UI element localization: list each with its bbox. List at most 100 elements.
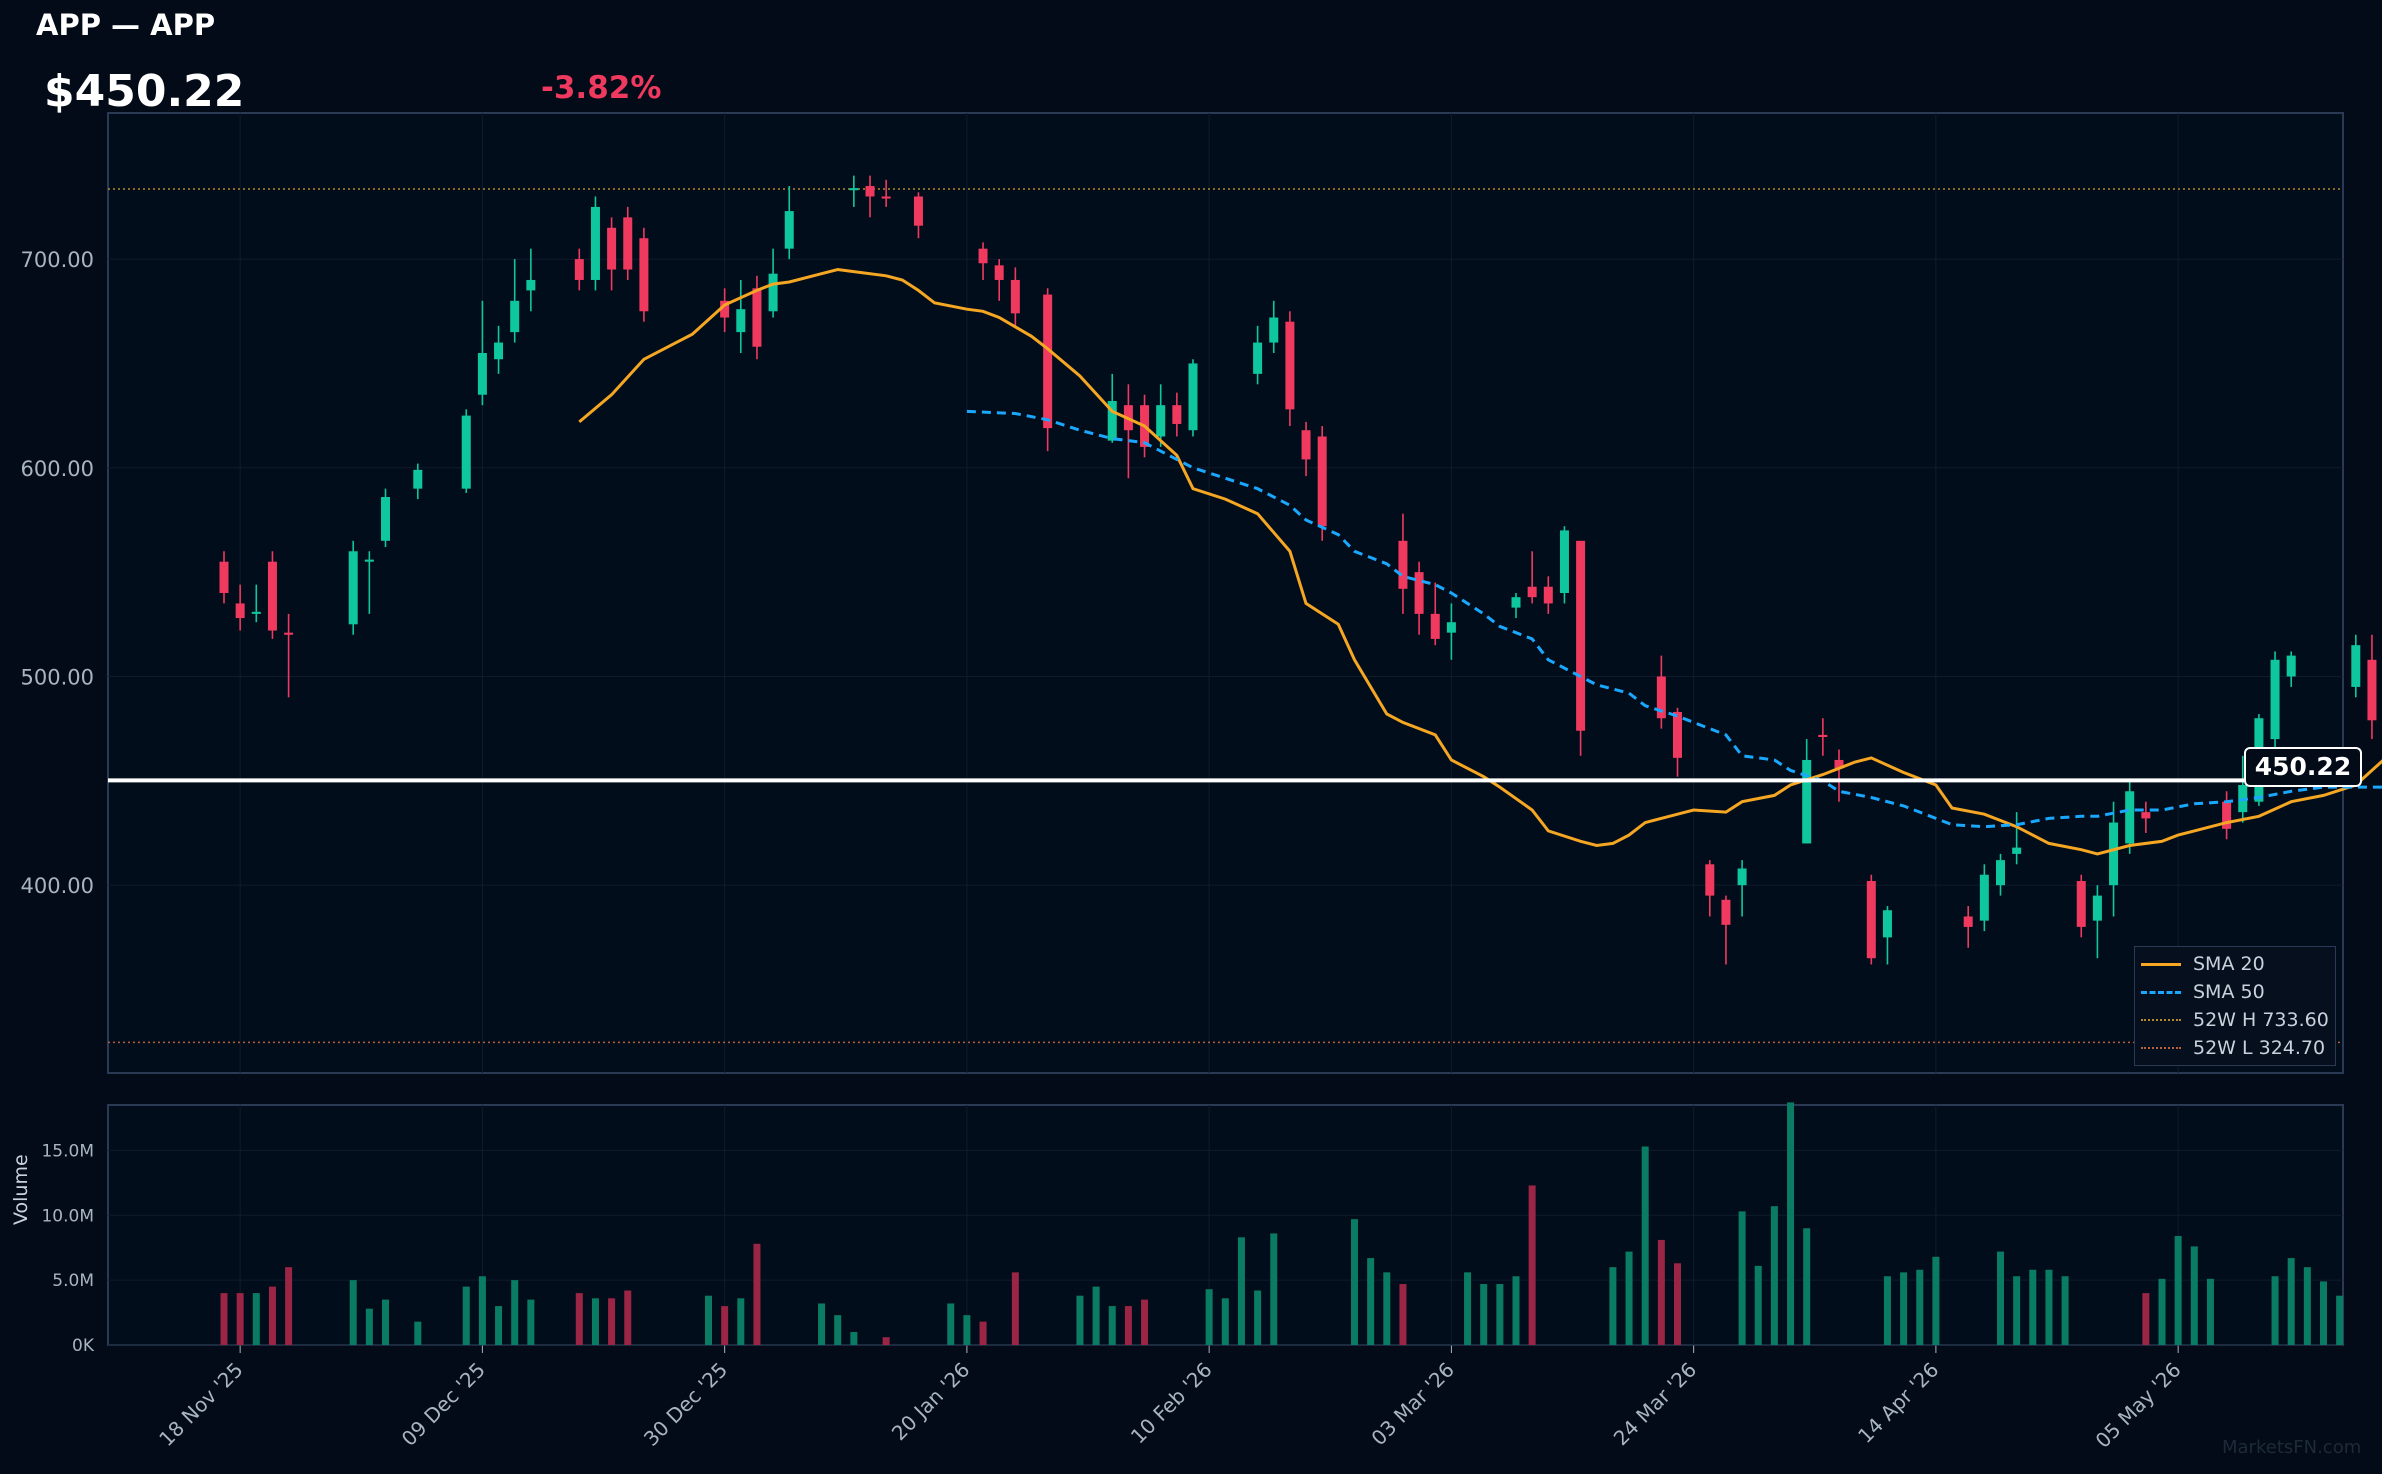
x-tick-label: 14 Apr '26 — [1853, 1358, 1943, 1448]
volume-bar-down — [220, 1293, 228, 1345]
candle-body-down — [623, 217, 633, 270]
candle-body-up — [2286, 655, 2296, 677]
price-panel — [107, 112, 2344, 1074]
candle-body-up — [736, 309, 746, 333]
candle-body-up — [2109, 822, 2119, 886]
volume-bar-up — [947, 1303, 955, 1345]
volume-bar-up — [478, 1276, 486, 1345]
low52-swatch-icon — [2141, 1047, 2181, 1049]
candle-body-up — [1979, 874, 1989, 921]
volume-bar-up — [2013, 1276, 2021, 1345]
volume-bar-up — [1367, 1258, 1375, 1345]
candle-body-up — [510, 300, 520, 333]
volume-bar-up — [252, 1293, 260, 1345]
volume-bar-up — [2061, 1276, 2069, 1345]
volume-bar-up — [2336, 1295, 2344, 1345]
volume-bar-up — [591, 1298, 599, 1345]
x-tick-label: 05 May '26 — [2091, 1358, 2186, 1453]
candle-body-down — [994, 265, 1004, 280]
volume-bar-up — [2045, 1269, 2053, 1345]
volume-tick-label: 15.0M — [41, 1141, 94, 1161]
volume-bar-up — [462, 1286, 470, 1345]
volume-bar-down — [882, 1337, 890, 1345]
candle-body-down — [2141, 812, 2151, 819]
candle-body-up — [2270, 659, 2280, 740]
volume-bar-down — [1011, 1272, 1019, 1345]
volume-bar-up — [1496, 1284, 1504, 1345]
price-change-percent: -3.82% — [541, 70, 662, 106]
volume-bar-up — [1383, 1272, 1391, 1345]
x-tick-label: 09 Dec '25 — [397, 1358, 490, 1451]
chart-title: APP — APP — [36, 8, 216, 42]
candle-body-down — [1317, 436, 1327, 527]
volume-bar-down — [979, 1321, 987, 1345]
volume-bar-up — [1076, 1295, 1084, 1345]
volume-bar-up — [1738, 1211, 1746, 1345]
volume-bar-up — [1883, 1276, 1891, 1345]
volume-bar-up — [1237, 1237, 1245, 1345]
candle-body-down — [978, 248, 988, 264]
candle-body-up — [461, 415, 471, 489]
candle-body-up — [1269, 317, 1279, 343]
candle-body-down — [1963, 916, 1973, 927]
candle-body-down — [720, 300, 730, 318]
legend-label: 52W H 733.60 — [2193, 1009, 2329, 1031]
volume-bar-up — [963, 1315, 971, 1345]
volume-bar-up — [2271, 1276, 2279, 1345]
volume-bar-up — [1092, 1286, 1100, 1345]
candle-body-down — [1656, 676, 1666, 719]
candle-body-down — [1721, 899, 1731, 925]
sma50-swatch-icon — [2141, 991, 2181, 994]
candle-body-down — [235, 603, 245, 619]
candle-body-up — [2351, 645, 2361, 687]
candle-body-down — [2367, 659, 2377, 721]
volume-bar-up — [1480, 1284, 1488, 1345]
sma50-line — [966, 409, 2382, 829]
candle-body-down — [607, 227, 617, 270]
candle-body-up — [1511, 597, 1521, 608]
volume-bar-down — [575, 1293, 583, 1345]
volume-bar-down — [1528, 1185, 1536, 1345]
legend-item-52w-low: 52W L 324.70 — [2135, 1035, 2335, 1061]
candle-body-up — [1446, 622, 1456, 633]
volume-bar-down — [1399, 1284, 1407, 1345]
volume-bar-up — [1900, 1272, 1908, 1345]
volume-bar-up — [1254, 1290, 1262, 1345]
legend-label: SMA 20 — [2193, 953, 2265, 975]
candle-body-up — [1737, 868, 1747, 886]
volume-bar-up — [2303, 1267, 2311, 1345]
volume-bar-up — [1641, 1146, 1649, 1345]
candle-body-up — [2012, 847, 2022, 854]
candle-body-up — [768, 273, 778, 312]
candle-body-up — [413, 469, 423, 489]
legend-item-sma20: SMA 20 — [2135, 951, 2335, 977]
price-tick-label: 400.00 — [21, 874, 94, 898]
volume-bar-up — [2287, 1258, 2295, 1345]
candle-body-down — [2076, 881, 2086, 927]
candle-body-up — [251, 611, 261, 614]
volume-bar-up — [414, 1321, 422, 1345]
volume-bar-up — [1754, 1265, 1762, 1345]
candle-body-down — [1285, 321, 1295, 410]
candle-body-up — [526, 279, 536, 291]
volume-bar-down — [1674, 1263, 1681, 1345]
volume-bar-up — [1270, 1233, 1278, 1345]
volume-bar-up — [1625, 1251, 1633, 1345]
candle-body-up — [381, 497, 390, 541]
candle-body-down — [1543, 586, 1553, 604]
candle-body-down — [1414, 572, 1424, 614]
volume-bar-up — [1205, 1289, 1213, 1345]
volume-bar-down — [268, 1286, 276, 1345]
candle-body-up — [1253, 342, 1263, 374]
candle-body-down — [1576, 540, 1586, 731]
volume-bar-up — [850, 1332, 858, 1345]
price-tick-label: 600.00 — [21, 457, 94, 481]
candle-body-up — [494, 342, 504, 360]
candle-body-up — [1156, 405, 1166, 437]
candle-body-down — [1834, 759, 1844, 769]
volume-bar-up — [1916, 1269, 1924, 1345]
candle-body-up — [849, 188, 859, 191]
candle-body-down — [1818, 734, 1828, 737]
volume-bar-up — [527, 1299, 535, 1345]
